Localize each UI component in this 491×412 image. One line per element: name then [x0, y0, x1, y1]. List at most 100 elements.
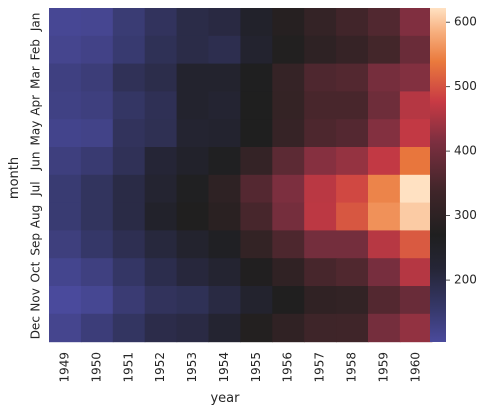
heatmap-cell-Oct-1955: [240, 258, 273, 287]
x-tick-label: 1951: [121, 352, 135, 383]
heatmap-cell-Apr-1953: [176, 91, 210, 120]
colorbar-tick-label: 400: [454, 144, 477, 158]
colorbar-tick-label: 600: [454, 15, 477, 29]
heatmap-cell-Jul-1952: [144, 174, 178, 204]
heatmap-cell-Mar-1954: [208, 63, 241, 92]
heatmap-cell-Mar-1957: [304, 63, 337, 92]
heatmap-cell-Aug-1960: [399, 202, 433, 231]
heatmap-cell-Sep-1949: [49, 230, 82, 259]
y-axis-label: month: [7, 157, 22, 199]
heatmap-cell-Aug-1952: [144, 202, 178, 231]
colorbar-tick-label: 500: [454, 79, 477, 93]
heatmap-cell-Sep-1953: [176, 230, 210, 259]
heatmap-cell-May-1954: [208, 119, 241, 148]
heatmap-cell-Aug-1957: [304, 202, 337, 231]
x-tick-label: 1950: [89, 352, 103, 383]
heatmap-cell-Dec-1959: [368, 313, 401, 343]
heatmap-cell-Aug-1954: [208, 202, 241, 231]
heatmap-cell-Nov-1957: [304, 286, 337, 315]
heatmap-cell-Sep-1959: [368, 230, 401, 259]
heatmap-cell-Feb-1958: [336, 35, 369, 65]
heatmap-cell-Jul-1950: [80, 174, 114, 204]
y-tick-label: Nov: [29, 288, 43, 311]
heatmap-cell-Mar-1959: [368, 63, 401, 92]
heatmap-cell-Oct-1953: [176, 258, 210, 287]
heatmap-cell-Mar-1956: [272, 63, 305, 92]
heatmap-cell-Oct-1950: [80, 258, 114, 287]
heatmap-cell-Oct-1954: [208, 258, 241, 287]
heatmap-cell-Oct-1960: [399, 258, 433, 287]
heatmap-cell-Jul-1956: [272, 174, 305, 204]
heatmap-cell-Sep-1952: [144, 230, 178, 259]
heatmap-cell-May-1955: [240, 119, 273, 148]
heatmap-cell-Jan-1952: [144, 8, 178, 37]
heatmap-cell-Apr-1959: [368, 91, 401, 120]
heatmap-cell-Jan-1953: [176, 8, 210, 37]
heatmap-cell-Aug-1949: [49, 202, 82, 231]
heatmap-cell-Aug-1950: [80, 202, 114, 231]
heatmap-cell-Jun-1960: [399, 147, 433, 176]
heatmap-cell-Feb-1951: [112, 35, 146, 65]
heatmap-cell-Aug-1956: [272, 202, 305, 231]
heatmap-cell-Aug-1958: [336, 202, 369, 231]
heatmap-cell-Feb-1952: [144, 35, 178, 65]
heatmap-cell-Mar-1952: [144, 63, 178, 92]
heatmap-cell-May-1960: [399, 119, 433, 148]
heatmap-cell-Nov-1958: [336, 286, 369, 315]
heatmap-cell-Jan-1958: [336, 8, 369, 37]
heatmap-cell-Apr-1955: [240, 91, 273, 120]
heatmap-cell-Feb-1957: [304, 35, 337, 65]
heatmap-cell-Sep-1957: [304, 230, 337, 259]
heatmap-cell-Jun-1956: [272, 147, 305, 176]
x-tick-label: 1954: [217, 352, 231, 383]
heatmap-cell-Nov-1951: [112, 286, 146, 315]
heatmap-cell-Jun-1958: [336, 147, 369, 176]
x-tick-label: 1958: [345, 352, 359, 383]
heatmap-cell-Jan-1951: [112, 8, 146, 37]
heatmap-cell-Nov-1949: [49, 286, 82, 315]
heatmap-cell-Oct-1956: [272, 258, 305, 287]
heatmap-cell-Apr-1951: [112, 91, 146, 120]
y-tick-label: Apr: [29, 95, 43, 116]
heatmap-cell-Nov-1960: [399, 286, 433, 315]
colorbar-tick-label: 200: [454, 273, 477, 287]
heatmap-cell-Oct-1958: [336, 258, 369, 287]
heatmap-cell-Apr-1958: [336, 91, 369, 120]
y-tick-labels: Jan Feb Mar Apr May Jun Jul Aug Sep Oct Nov Dec: [29, 13, 43, 340]
heatmap-cell-Jul-1957: [304, 174, 337, 204]
heatmap-cell-Jul-1955: [240, 174, 273, 204]
heatmap-cell-Jan-1949: [49, 8, 82, 37]
heatmap-cell-Sep-1954: [208, 230, 241, 259]
heatmap-cell-Sep-1956: [272, 230, 305, 259]
heatmap-cell-Dec-1949: [49, 313, 82, 343]
heatmap-cell-Apr-1957: [304, 91, 337, 120]
x-axis-label: year: [210, 391, 240, 406]
heatmap-cell-Dec-1958: [336, 313, 369, 343]
heatmap-cell-Sep-1955: [240, 230, 273, 259]
heatmap-cell-May-1958: [336, 119, 369, 148]
heatmap-cell-Jun-1953: [176, 147, 210, 176]
heatmap-cell-Mar-1951: [112, 63, 146, 92]
heatmap-cell-Mar-1950: [80, 63, 114, 92]
heatmap-cell-Aug-1951: [112, 202, 146, 231]
x-tick-label: 1956: [281, 352, 295, 383]
y-tick-label: Jan: [29, 13, 43, 33]
heatmap-cell-Mar-1953: [176, 63, 210, 92]
heatmap-cell-Aug-1955: [240, 202, 273, 231]
heatmap-cell-Oct-1949: [49, 258, 82, 287]
heatmap-cell-May-1950: [80, 119, 114, 148]
heatmap-cell-Sep-1960: [399, 230, 433, 259]
heatmap-cell-May-1956: [272, 119, 305, 148]
heatmap-cell-May-1949: [49, 119, 82, 148]
heatmap-cell-Sep-1951: [112, 230, 146, 259]
heatmap-cell-Feb-1954: [208, 35, 241, 65]
colorbar-tick-label: 300: [454, 208, 477, 222]
heatmap-cell-Sep-1958: [336, 230, 369, 259]
y-tick-label: Mar: [29, 66, 43, 89]
y-tick-label: Dec: [29, 316, 43, 339]
heatmap-cell-Nov-1953: [176, 286, 210, 315]
heatmap-cell-Jun-1957: [304, 147, 337, 176]
heatmap-cell-May-1953: [176, 119, 210, 148]
heatmap-cell-Jan-1956: [272, 8, 305, 37]
